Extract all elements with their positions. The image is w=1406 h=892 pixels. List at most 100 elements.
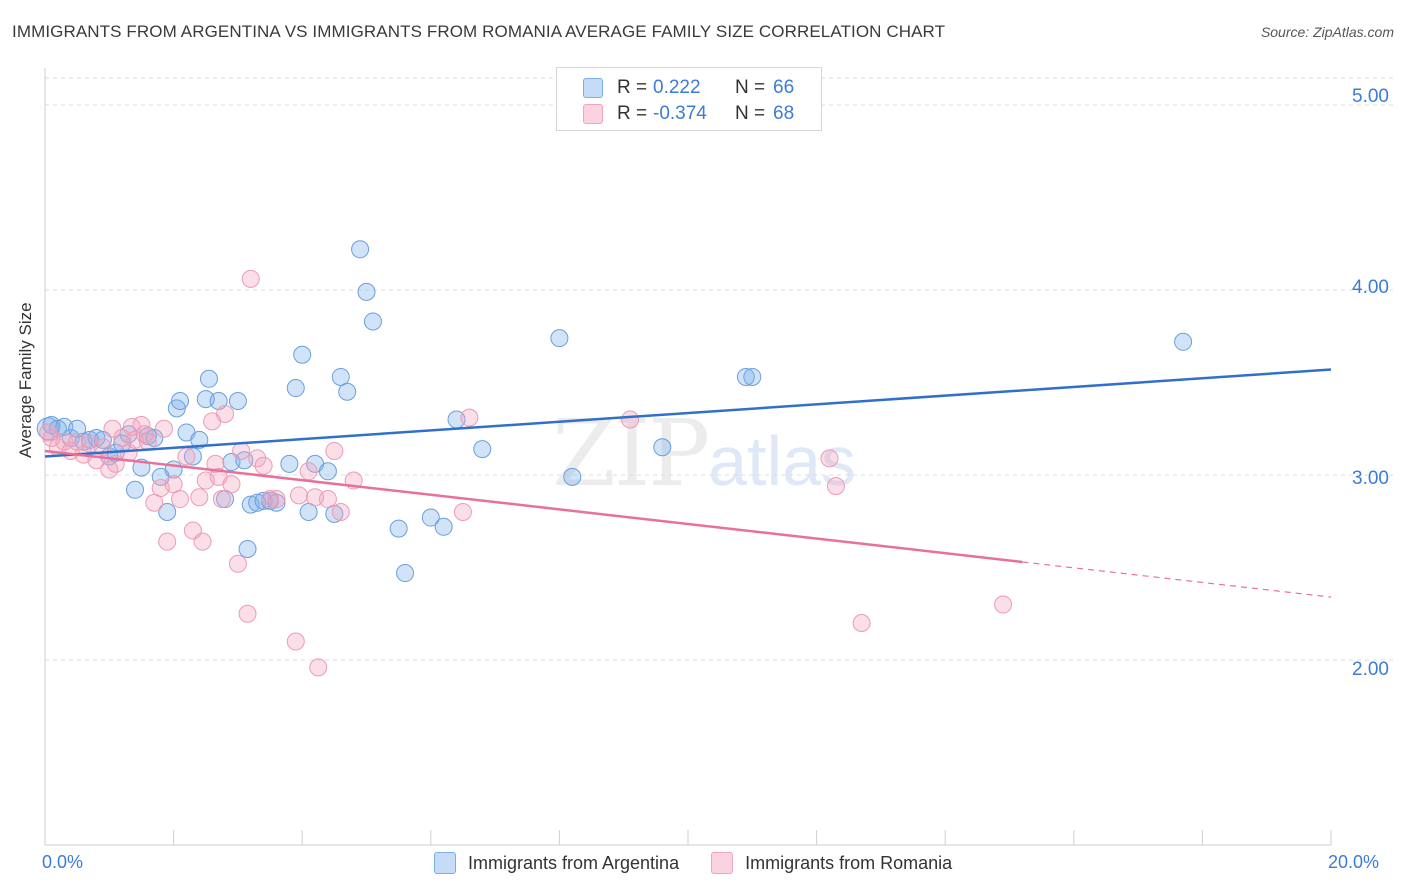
argentina-point [199,369,218,388]
n-label: N = [735,103,766,124]
romania-point [158,532,177,551]
romania-trend-extension [1022,561,1332,598]
r-label: R = [617,103,648,124]
romania-point [309,658,328,677]
romania-point [852,614,871,632]
argentina-point [286,379,305,398]
romania-swatch [711,852,734,874]
legend-label: Immigrants from Argentina [468,852,680,873]
romania-point [994,595,1013,614]
legend-label: Immigrants from Romania [745,852,953,873]
romania-point [154,419,173,438]
argentina-point [421,508,440,527]
n-value: 66 [773,77,795,98]
chart-title: IMMIGRANTS FROM ARGENTINA VS IMMIGRANTS … [12,22,946,41]
romania-point [212,490,231,509]
romania-point [299,462,318,481]
argentina-point [563,467,582,486]
n-label: N = [735,77,766,98]
romania-point [39,423,58,442]
argentina-point [396,564,415,583]
y-tick-label: 5.00 [1352,86,1389,107]
romania-point [145,493,164,512]
y-tick-label: 2.00 [1352,659,1389,680]
argentina-point [190,430,209,449]
romania-point [331,503,350,521]
legend-item-romania: Immigrants from Romania [711,852,952,874]
argentina-point [228,392,247,410]
correlation-legend: R = 0.222 N = 66 R = -0.374 N = 68 [556,67,822,131]
romania-point [460,408,479,427]
argentina-point [331,367,350,386]
n-value: 68 [773,103,795,124]
romania-point [820,449,839,468]
argentina-trend-line [44,368,1332,458]
romania-point [267,490,286,509]
argentina-point [338,382,357,401]
r-value: 0.222 [653,77,701,98]
r-value: -0.374 [653,103,707,124]
argentina-point [171,392,190,410]
argentina-point [293,345,312,364]
argentina-point [357,282,376,301]
y-tick-label: 3.00 [1352,468,1389,489]
romania-point [241,269,260,288]
argentina-point [238,540,257,558]
romania-point [261,490,280,509]
romania-swatch [583,104,603,124]
romania-point [216,404,235,423]
romania-point [232,441,251,460]
argentina-point [389,519,408,538]
romania-point [248,449,267,468]
romania-point [177,447,196,466]
source-label: Source: ZipAtlas.com [1260,24,1394,40]
argentina-point [299,503,318,521]
romania-point [138,432,157,451]
romania-point [621,410,640,429]
romania-point [193,532,212,551]
argentina-point [736,367,755,386]
romania-point [826,477,845,496]
romania-point [171,490,190,509]
romania-trend-line [44,449,1023,564]
romania-point [238,604,257,623]
watermark-atlas: atlas [708,422,857,500]
argentina-point [550,329,569,348]
legend-row-argentina: R = 0.222 N = 66 [583,76,794,100]
legend-item-argentina: Immigrants from Argentina [434,852,679,874]
argentina-point [653,438,672,457]
series-legend: Immigrants from Argentina Immigrants fro… [434,852,984,874]
romania-point [453,503,472,521]
romania-point [222,475,241,494]
argentina-point [183,447,202,466]
argentina-point [363,312,382,331]
x-tick-label-min: 0.0% [42,852,84,872]
romania-point [318,490,337,509]
romania-point [164,475,183,494]
argentina-swatch [583,78,603,98]
romania-point [55,432,74,451]
argentina-point [743,367,762,386]
argentina-point [318,462,337,481]
argentina-point [280,454,299,473]
romania-point [190,488,209,507]
romania-point [289,486,308,505]
argentina-point [473,440,492,459]
argentina-point [1174,332,1193,351]
romania-point [228,554,247,573]
argentina-swatch [434,852,456,874]
r-label: R = [617,77,648,98]
argentina-point [126,480,145,499]
romania-point [103,419,122,438]
x-tick-label-max: 20.0% [1328,852,1380,872]
argentina-point [325,504,344,523]
argentina-point [351,240,370,259]
romania-point [286,632,305,651]
romania-point [254,456,273,475]
y-axis-label: Average Family Size [16,302,35,458]
romania-point [325,441,344,460]
legend-row-romania: R = -0.374 N = 68 [583,102,794,126]
argentina-point [434,517,453,536]
y-tick-label: 4.00 [1352,277,1389,298]
